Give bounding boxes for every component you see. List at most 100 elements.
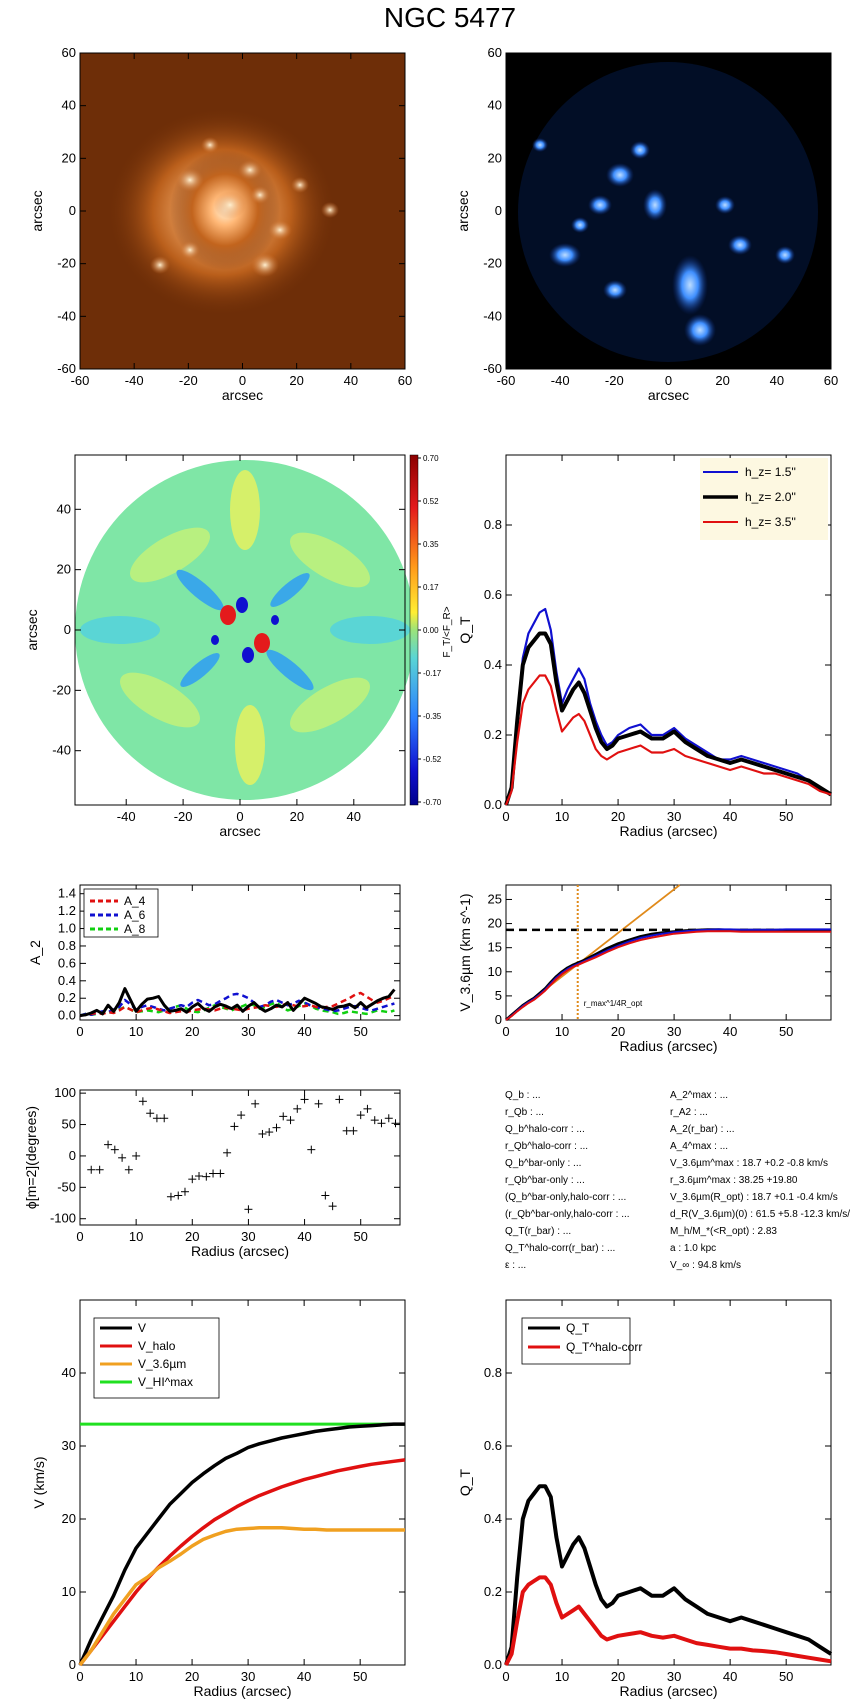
x-tick-label: 30 bbox=[241, 1229, 255, 1244]
scatter-point bbox=[104, 1140, 113, 1149]
y-tick-label: 60 bbox=[62, 45, 76, 60]
y-tick-label: 0.0 bbox=[484, 797, 502, 812]
y-tick-label: 0.2 bbox=[484, 727, 502, 742]
scatter-point bbox=[195, 1172, 204, 1181]
x-tick-label: 20 bbox=[289, 373, 303, 388]
y-tick-label: 1.0 bbox=[58, 921, 76, 936]
x-tick-label: 50 bbox=[353, 1669, 367, 1684]
y-tick-label: 40 bbox=[57, 501, 71, 516]
scatter-point bbox=[307, 1145, 316, 1154]
x-tick-label: 20 bbox=[185, 1229, 199, 1244]
x-tick-label: 40 bbox=[770, 373, 784, 388]
x-tick-label: 40 bbox=[297, 1229, 311, 1244]
info-right-line: V_∞ : 94.8 km/s bbox=[670, 1260, 741, 1271]
x-tick-label: 0 bbox=[236, 809, 243, 824]
scatter-point bbox=[209, 1169, 218, 1178]
legend-label: h_z= 3.5'' bbox=[745, 515, 796, 529]
y-tick-label: -40 bbox=[57, 308, 76, 323]
y-tick-label: 0.6 bbox=[484, 1438, 502, 1453]
x-tick-label: 30 bbox=[667, 1024, 681, 1039]
x-tick-label: 10 bbox=[555, 1669, 569, 1684]
x-tick-label: 0 bbox=[76, 1024, 83, 1039]
scatter-point bbox=[356, 1111, 365, 1120]
info-right-line: d_R(V_3.6µm)(0) : 61.5 +5.8 -12.3 km/s/k… bbox=[670, 1209, 850, 1220]
info-right-line: a : 1.0 kpc bbox=[670, 1243, 716, 1254]
parameter-table: Q_b : ... r_Qb : ... Q_b^halo-corr : ... r_… bbox=[505, 1090, 850, 1271]
panel-rotation-curve: 0 10 20 30 40 50 0 10 20 30 40 Radius (arcsec) V (km… bbox=[31, 1299, 406, 1699]
y-tick-label: 20 bbox=[488, 916, 502, 931]
legend-label: V_HI^max bbox=[138, 1375, 193, 1389]
colorbar-tick-label: 0.00 bbox=[423, 626, 439, 635]
page-title: NGC 5477 bbox=[384, 2, 516, 33]
series-line bbox=[505, 928, 831, 1021]
y-tick-label: -50 bbox=[57, 1179, 76, 1194]
y-tick-label: 25 bbox=[488, 891, 502, 906]
y-tick-label: 0.2 bbox=[58, 990, 76, 1005]
y-tick-label: 0.4 bbox=[484, 657, 502, 672]
panel-v36: 0 10 20 30 40 50 0 5 10 15 20 25 Radius (arcsec) V_3.… bbox=[457, 884, 832, 1054]
x-tick-label: 40 bbox=[297, 1669, 311, 1684]
y-tick-label: 0.8 bbox=[484, 1365, 502, 1380]
y-axis-label: Q_T bbox=[457, 1468, 473, 1496]
y-axis-label: A_2 bbox=[27, 940, 43, 965]
x-tick-label: 10 bbox=[555, 1024, 569, 1039]
x-axis-label: Radius (arcsec) bbox=[193, 1683, 291, 1699]
legend-label: A_8 bbox=[124, 922, 146, 936]
y-tick-label: 1.2 bbox=[58, 903, 76, 918]
scatter-point bbox=[279, 1112, 288, 1121]
x-tick-label: -40 bbox=[125, 373, 144, 388]
scatter-point bbox=[180, 1187, 189, 1196]
info-right-line: r_3.6µm^max : 38.25 +19.80 bbox=[670, 1175, 798, 1186]
y-tick-label: 0 bbox=[69, 1148, 76, 1163]
a2-legend-box bbox=[83, 888, 159, 938]
x-tick-label: -20 bbox=[605, 373, 624, 388]
y-axis-label: Q_T bbox=[457, 616, 473, 644]
x-tick-label: -20 bbox=[179, 373, 198, 388]
y-tick-label: 0.2 bbox=[484, 1584, 502, 1599]
ratio-colorbar-ticks: 0.70 0.52 0.35 0.17 0.00 -0.17 -0.35 -0.52 -0.70 bbox=[418, 454, 442, 807]
panel-blue-image: -60 -40 -20 0 20 40 60 -60 -40 -20 0 20 40 60 arcsec ar… bbox=[455, 45, 838, 403]
info-left-line: r_Qb : ... bbox=[505, 1107, 544, 1118]
series-line bbox=[505, 930, 831, 1021]
scatter-point bbox=[272, 1123, 281, 1132]
legend-label: Q_T bbox=[566, 1321, 590, 1335]
scatter-point bbox=[118, 1153, 127, 1162]
x-tick-label: 40 bbox=[723, 809, 737, 824]
x-tick-label: 30 bbox=[241, 1024, 255, 1039]
x-tick-label: 40 bbox=[297, 1024, 311, 1039]
x-tick-label: 30 bbox=[241, 1669, 255, 1684]
info-left-line: Q_T^halo-corr(r_bar) : ... bbox=[505, 1243, 615, 1254]
x-tick-label: -60 bbox=[71, 373, 90, 388]
ratio-colorbar-label: F_T/<F_R> bbox=[442, 606, 453, 657]
qt_halo-legend-box bbox=[521, 1317, 631, 1365]
scatter-point bbox=[363, 1104, 372, 1113]
info-left-line: Q_T(r_bar) : ... bbox=[505, 1226, 571, 1237]
info-left-line: r_Qb^halo-corr : ... bbox=[505, 1141, 588, 1152]
info-left-line: (r_Qb^bar-only,halo-corr : ... bbox=[505, 1209, 630, 1220]
legend-label: V_3.6µm bbox=[138, 1357, 186, 1371]
info-left-line: Q_b : ... bbox=[505, 1090, 541, 1101]
y-tick-label: 0 bbox=[64, 622, 71, 637]
ratio-map-features bbox=[80, 470, 410, 785]
y-tick-label: 0.6 bbox=[58, 955, 76, 970]
x-tick-label: 40 bbox=[347, 809, 361, 824]
y-tick-label: 0 bbox=[495, 1012, 502, 1027]
panel-phase: 0 10 20 30 40 50 -100 -50 0 50 100 Radius (arcsec) ϕ… bbox=[23, 1085, 401, 1259]
scatter-point bbox=[328, 1202, 337, 1211]
scatter-point bbox=[138, 1097, 147, 1106]
colorbar-tick-label: -0.35 bbox=[423, 712, 442, 721]
x-tick-label: 10 bbox=[129, 1024, 143, 1039]
y-tick-label: 40 bbox=[62, 98, 76, 113]
blue-image-axes: -60 -40 -20 0 20 40 60 -60 -40 -20 0 20 40 60 arcsec ar… bbox=[455, 45, 838, 403]
series-line bbox=[504, 607, 832, 806]
series-line bbox=[504, 674, 832, 806]
y-axis-label: V_3.6µm (km s^-1) bbox=[457, 893, 473, 1011]
scatter-point bbox=[87, 1165, 96, 1174]
scatter-point bbox=[321, 1191, 330, 1200]
info-right-line: A_2(r_bar) : ... bbox=[670, 1124, 734, 1135]
scatter-point bbox=[160, 1114, 169, 1123]
y-tick-label: 5 bbox=[495, 988, 502, 1003]
x-axis-label: arcsec bbox=[648, 387, 689, 403]
x-tick-label: 40 bbox=[723, 1669, 737, 1684]
